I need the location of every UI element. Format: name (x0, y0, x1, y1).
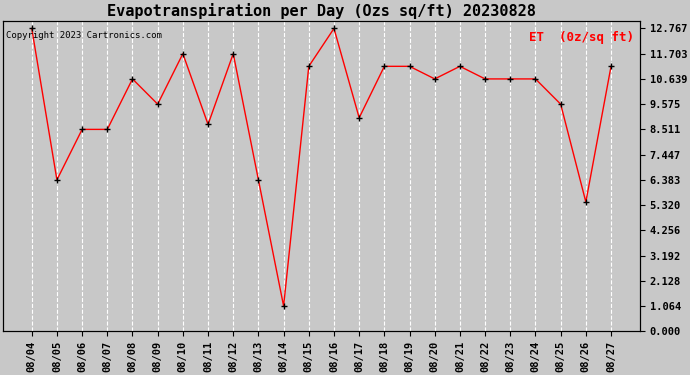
Title: Evapotranspiration per Day (Ozs sq/ft) 20230828: Evapotranspiration per Day (Ozs sq/ft) 2… (107, 3, 536, 19)
Text: ET  (0z/sq ft): ET (0z/sq ft) (529, 31, 633, 44)
Text: Copyright 2023 Cartronics.com: Copyright 2023 Cartronics.com (6, 31, 162, 40)
